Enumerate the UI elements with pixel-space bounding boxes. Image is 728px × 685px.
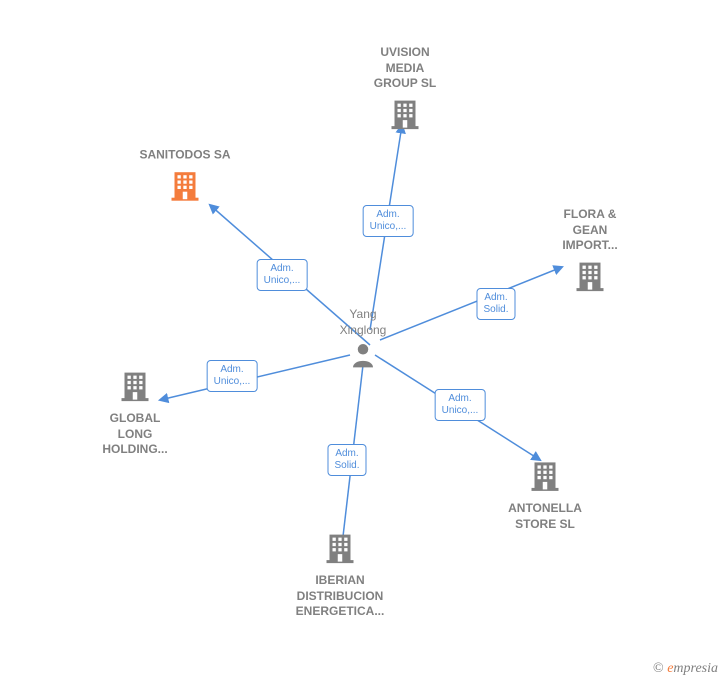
edge-label[interactable]: Adm.Unico,... <box>207 360 258 392</box>
edge-label[interactable]: Adm.Solid. <box>476 288 515 320</box>
building-icon <box>117 368 153 407</box>
edge-label[interactable]: Adm.Unico,... <box>363 205 414 237</box>
company-label: ANTONELLASTORE SL <box>485 501 605 532</box>
building-icon <box>572 258 608 297</box>
company-label: UVISIONMEDIAGROUP SL <box>345 45 465 92</box>
edge-label[interactable]: Adm.Unico,... <box>257 259 308 291</box>
company-label: SANITODOS SA <box>125 148 245 164</box>
company-node-global[interactable]: GLOBALLONGHOLDING... <box>75 368 195 458</box>
company-node-flora[interactable]: FLORA &GEANIMPORT... <box>530 207 650 297</box>
building-icon <box>322 530 358 569</box>
company-label: IBERIANDISTRIBUCIONENERGETICA... <box>280 573 400 620</box>
person-icon <box>348 340 378 373</box>
building-icon <box>167 167 203 206</box>
company-node-antonella[interactable]: ANTONELLASTORE SL <box>485 458 605 532</box>
company-node-iberian[interactable]: IBERIANDISTRIBUCIONENERGETICA... <box>280 530 400 620</box>
company-node-sanitodos[interactable]: SANITODOS SA <box>125 148 245 207</box>
building-icon <box>527 458 563 497</box>
watermark: © empresia <box>653 661 718 677</box>
edge-label[interactable]: Adm.Unico,... <box>435 389 486 421</box>
copyright-symbol: © <box>653 661 664 676</box>
network-diagram: Adm.Unico,... Adm.Unico,... Adm.Solid. Adm.… <box>0 0 728 685</box>
company-label: GLOBALLONGHOLDING... <box>75 411 195 458</box>
brand-rest: mpresia <box>673 661 718 676</box>
edge-label[interactable]: Adm.Solid. <box>327 444 366 476</box>
person-label: YangXinglong <box>303 307 423 338</box>
center-person-node[interactable]: YangXinglong <box>303 307 423 373</box>
company-node-uvision[interactable]: UVISIONMEDIAGROUP SL <box>345 45 465 135</box>
building-icon <box>387 96 423 135</box>
company-label: FLORA &GEANIMPORT... <box>530 207 650 254</box>
